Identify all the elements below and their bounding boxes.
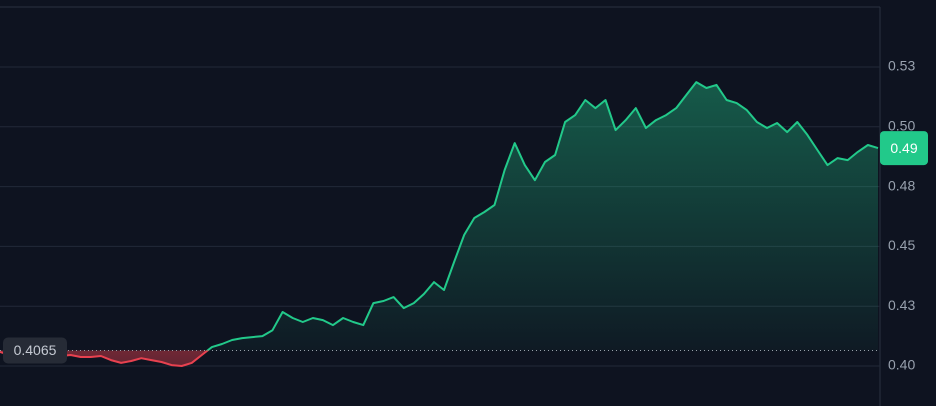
baseline-label: 0.4065 [14, 342, 57, 358]
current-price-label: 0.49 [890, 140, 917, 156]
area [0, 82, 878, 366]
y-tick-label: 0.53 [888, 58, 915, 74]
current-price-box [880, 131, 928, 166]
baseline-label-box [3, 337, 67, 364]
y-tick-label: 0.40 [888, 357, 915, 373]
y-tick-label: 0.43 [888, 297, 915, 313]
price-line [0, 81, 879, 367]
y-tick-label: 0.50 [888, 118, 915, 134]
y-tick-label: 0.48 [888, 177, 915, 193]
y-tick-label: 0.45 [888, 237, 915, 253]
